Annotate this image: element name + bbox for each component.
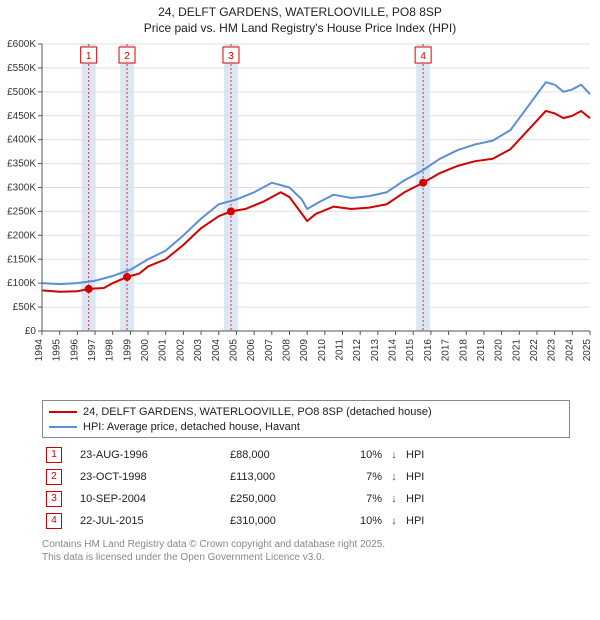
svg-text:£600K: £600K	[7, 39, 36, 50]
svg-text:2005: 2005	[228, 339, 239, 362]
event-number-badge: 4	[46, 513, 62, 529]
svg-text:2020: 2020	[494, 339, 505, 362]
down-arrow-icon: ↓	[386, 444, 402, 466]
svg-text:2007: 2007	[264, 339, 275, 362]
event-date: 10-SEP-2004	[76, 488, 226, 510]
sale-event-row: 1 23-AUG-1996£88,00010%↓HPI	[42, 444, 570, 466]
title-line-2: Price paid vs. HM Land Registry's House …	[0, 21, 600, 37]
svg-text:£450K: £450K	[7, 111, 36, 122]
svg-text:£500K: £500K	[7, 87, 36, 98]
event-pct: 7%	[336, 488, 386, 510]
svg-text:£100K: £100K	[7, 278, 36, 289]
license-line-2: This data is licensed under the Open Gov…	[42, 551, 570, 564]
event-date: 23-AUG-1996	[76, 444, 226, 466]
svg-text:1: 1	[86, 51, 92, 62]
event-pct: 10%	[336, 444, 386, 466]
legend-label: 24, DELFT GARDENS, WATERLOOVILLE, PO8 8S…	[83, 406, 432, 418]
event-pct: 10%	[336, 510, 386, 532]
svg-text:2016: 2016	[423, 339, 434, 362]
event-number-badge: 2	[46, 469, 62, 485]
event-price: £113,000	[226, 466, 336, 488]
svg-text:1999: 1999	[122, 339, 133, 362]
legend-swatch	[49, 411, 77, 413]
svg-text:£50K: £50K	[13, 302, 37, 313]
svg-text:2003: 2003	[193, 339, 204, 362]
event-date: 22-JUL-2015	[76, 510, 226, 532]
svg-text:£200K: £200K	[7, 231, 36, 242]
event-pct: 7%	[336, 466, 386, 488]
svg-text:2010: 2010	[317, 339, 328, 362]
sale-events-table: 123-AUG-1996£88,00010%↓HPI223-OCT-1998£1…	[42, 444, 570, 532]
svg-text:2018: 2018	[458, 339, 469, 362]
legend-item: 24, DELFT GARDENS, WATERLOOVILLE, PO8 8S…	[49, 404, 563, 419]
svg-text:£150K: £150K	[7, 254, 36, 265]
down-arrow-icon: ↓	[386, 510, 402, 532]
svg-text:2013: 2013	[370, 339, 381, 362]
event-number-badge: 3	[46, 491, 62, 507]
svg-text:£300K: £300K	[7, 183, 36, 194]
svg-text:2024: 2024	[564, 339, 575, 362]
chart-svg: £0 £50K £100K £150K £200K £250K £300K £350K £400…	[0, 36, 600, 396]
svg-text:2021: 2021	[511, 339, 522, 362]
svg-text:4: 4	[420, 51, 426, 62]
title-line-1: 24, DELFT GARDENS, WATERLOOVILLE, PO8 8S…	[0, 5, 600, 21]
svg-text:£350K: £350K	[7, 159, 36, 170]
svg-text:£550K: £550K	[7, 63, 36, 74]
event-number-badge: 1	[46, 447, 62, 463]
event-compare: HPI	[402, 488, 570, 510]
event-price: £250,000	[226, 488, 336, 510]
svg-text:2017: 2017	[441, 339, 452, 362]
svg-text:2009: 2009	[299, 339, 310, 362]
event-price: £88,000	[226, 444, 336, 466]
svg-text:2004: 2004	[211, 339, 222, 362]
svg-text:1996: 1996	[69, 339, 80, 362]
svg-text:2025: 2025	[582, 339, 593, 362]
event-compare: HPI	[402, 444, 570, 466]
price-chart: £0 £50K £100K £150K £200K £250K £300K £350K £400…	[0, 36, 600, 396]
svg-text:1998: 1998	[105, 339, 116, 362]
svg-text:2012: 2012	[352, 339, 363, 362]
svg-text:2001: 2001	[158, 339, 169, 362]
svg-text:1994: 1994	[34, 339, 45, 362]
legend-swatch	[49, 426, 77, 428]
license-line-1: Contains HM Land Registry data © Crown c…	[42, 538, 570, 551]
svg-text:2022: 2022	[529, 339, 540, 362]
chart-legend: 24, DELFT GARDENS, WATERLOOVILLE, PO8 8S…	[42, 400, 570, 438]
license-text: Contains HM Land Registry data © Crown c…	[42, 538, 570, 564]
legend-label: HPI: Average price, detached house, Hava…	[83, 421, 300, 433]
svg-text:2002: 2002	[175, 339, 186, 362]
sale-event-row: 4 22-JUL-2015£310,00010%↓HPI	[42, 510, 570, 532]
chart-title-block: 24, DELFT GARDENS, WATERLOOVILLE, PO8 8S…	[0, 0, 600, 36]
event-price: £310,000	[226, 510, 336, 532]
svg-text:3: 3	[228, 51, 234, 62]
down-arrow-icon: ↓	[386, 488, 402, 510]
svg-text:2015: 2015	[405, 339, 416, 362]
sale-event-row: 2 23-OCT-1998£113,0007%↓HPI	[42, 466, 570, 488]
svg-text:2019: 2019	[476, 339, 487, 362]
legend-item: HPI: Average price, detached house, Hava…	[49, 419, 563, 434]
down-arrow-icon: ↓	[386, 466, 402, 488]
svg-text:1997: 1997	[87, 339, 98, 362]
event-compare: HPI	[402, 466, 570, 488]
svg-text:2014: 2014	[388, 339, 399, 362]
svg-text:2: 2	[124, 51, 130, 62]
svg-text:£250K: £250K	[7, 207, 36, 218]
event-compare: HPI	[402, 510, 570, 532]
event-date: 23-OCT-1998	[76, 466, 226, 488]
svg-text:2011: 2011	[335, 339, 346, 361]
svg-text:£0: £0	[25, 326, 37, 337]
svg-text:2023: 2023	[547, 339, 558, 362]
svg-text:2006: 2006	[246, 339, 257, 362]
svg-text:2000: 2000	[140, 339, 151, 362]
svg-text:1995: 1995	[52, 339, 63, 362]
svg-text:£400K: £400K	[7, 135, 36, 146]
sale-event-row: 3 10-SEP-2004£250,0007%↓HPI	[42, 488, 570, 510]
svg-text:2008: 2008	[281, 339, 292, 362]
